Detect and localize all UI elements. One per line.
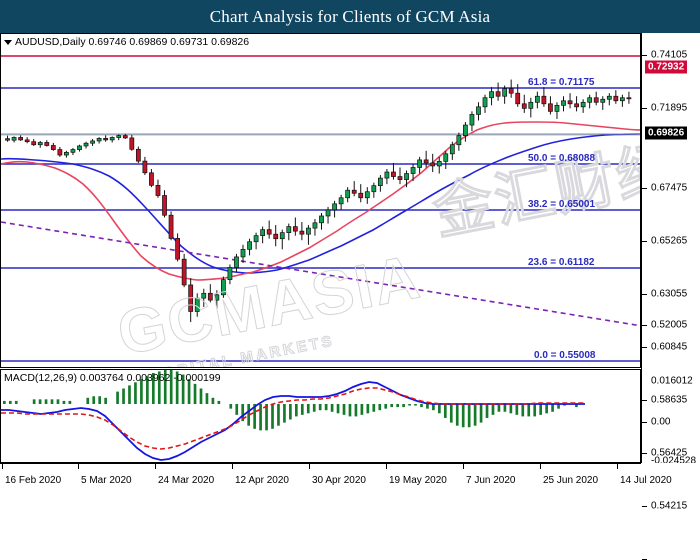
axis-line	[641, 33, 642, 463]
axis-label-0: 0.74105	[651, 49, 688, 61]
axis-label-4: 0.63055	[651, 288, 688, 300]
axis-label-2: 0.67475	[651, 182, 688, 194]
trendline	[1, 221, 640, 327]
symbol-info-text: AUDUSD,Daily 0.69746 0.69869 0.69731 0.6…	[15, 36, 250, 49]
time-label-0: 16 Feb 2020	[5, 475, 62, 486]
ma-slow-line	[1, 133, 640, 274]
symbol-info-bar[interactable]: AUDUSD,Daily 0.69746 0.69869 0.69731 0.6…	[4, 36, 249, 48]
chart-frame: GCMASIA CAPITAL MARKETS 金汇财经	[0, 33, 700, 560]
time-label-8: 14 Jul 2020	[620, 475, 672, 486]
axis-label-7: 0.56425	[651, 447, 688, 459]
candlestick-series	[5, 79, 632, 323]
time-axis-line	[0, 463, 641, 464]
fib-label-000: 0.0 = 0.55008	[534, 350, 596, 361]
fib-label-236: 23.6 = 0.61182	[528, 257, 595, 268]
price-chart-pane[interactable]: GCMASIA CAPITAL MARKETS 金汇财经	[0, 33, 641, 368]
macd-svg	[1, 370, 585, 461]
current-price-tag: 0.69826	[645, 126, 688, 140]
axis-label-3: 0.65265	[651, 235, 688, 247]
axis-label-6: 0.58635	[651, 394, 688, 406]
time-label-6: 7 Jun 2020	[466, 475, 516, 486]
axis-label-8: 0.54215	[651, 500, 688, 512]
price-chart-svg	[1, 55, 640, 362]
time-label-7: 25 Jun 2020	[543, 475, 599, 486]
axis-label-1: 0.71895	[651, 102, 688, 114]
macd-pane[interactable]: MACD(12,26,9) 0.003764 0.003962 -0.00019…	[0, 369, 641, 463]
triangle-down-icon[interactable]	[4, 39, 12, 45]
time-label-2: 24 Mar 2020	[158, 475, 215, 486]
time-label-5: 19 May 2020	[389, 475, 447, 486]
macd-histogram	[3, 370, 578, 431]
page-title: Chart Analysis for Clients of GCM Asia	[209, 7, 491, 26]
macd-line	[1, 381, 585, 461]
ma-fast-line	[1, 121, 640, 281]
time-axis[interactable]: 16 Feb 2020 5 Mar 2020 24 Mar 2020 12 Ap…	[0, 463, 700, 500]
fib-label-618: 61.8 = 0.71175	[528, 77, 595, 88]
fib-label-382: 38.2 = 0.65001	[528, 199, 596, 210]
time-label-4: 30 Apr 2020	[312, 475, 366, 486]
app-header: Chart Analysis for Clients of GCM Asia	[0, 0, 700, 33]
fib-label-500: 50.0 = 0.68088	[528, 153, 596, 164]
time-label-1: 5 Mar 2020	[81, 475, 132, 486]
macd-signal-line	[1, 387, 585, 450]
resistance-price-tag: 0.72932	[645, 60, 688, 74]
axis-label-5: 0.60845	[651, 341, 688, 353]
price-axis[interactable]: 0.74105 0.71895 0.67475 0.65265 0.63055 …	[641, 33, 700, 560]
time-label-3: 12 Apr 2020	[235, 475, 289, 486]
macd-info-bar: MACD(12,26,9) 0.003764 0.003962 -0.00019…	[4, 372, 221, 384]
